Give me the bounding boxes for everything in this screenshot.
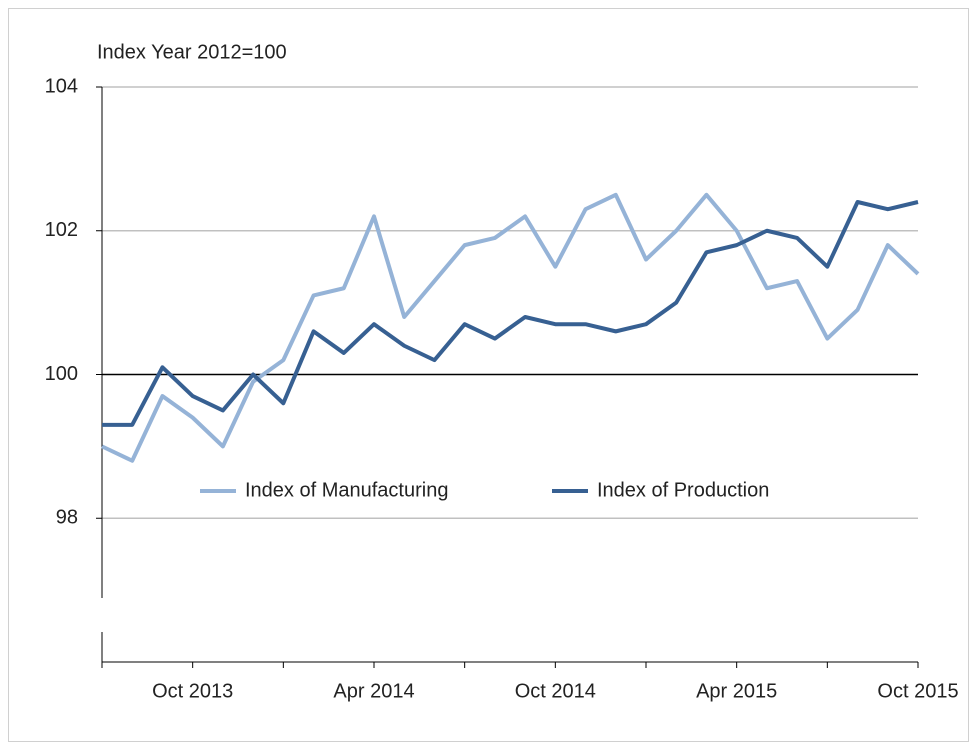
chart-title: Index Year 2012=100 — [97, 41, 287, 63]
series-line — [101, 192, 920, 463]
series-line — [102, 200, 919, 427]
x-tick-label: Oct 2014 — [515, 680, 596, 702]
legend: Index of Manufacturing Index of Producti… — [200, 479, 769, 501]
y-tick-label: 102 — [45, 219, 78, 241]
legend-label: Index of Manufacturing — [245, 479, 448, 501]
chart-frame — [8, 8, 969, 742]
x-tick-label: Oct 2015 — [877, 680, 958, 702]
legend-label: Index of Production — [597, 479, 769, 501]
y-tick-label: 100 — [45, 363, 78, 385]
x-tick-label: Oct 2013 — [152, 680, 233, 702]
y-tick-label: 104 — [45, 75, 78, 97]
x-tick-label: Apr 2015 — [696, 680, 777, 702]
y-tick-label: 98 — [56, 507, 78, 529]
x-tick-label: Apr 2014 — [333, 680, 414, 702]
